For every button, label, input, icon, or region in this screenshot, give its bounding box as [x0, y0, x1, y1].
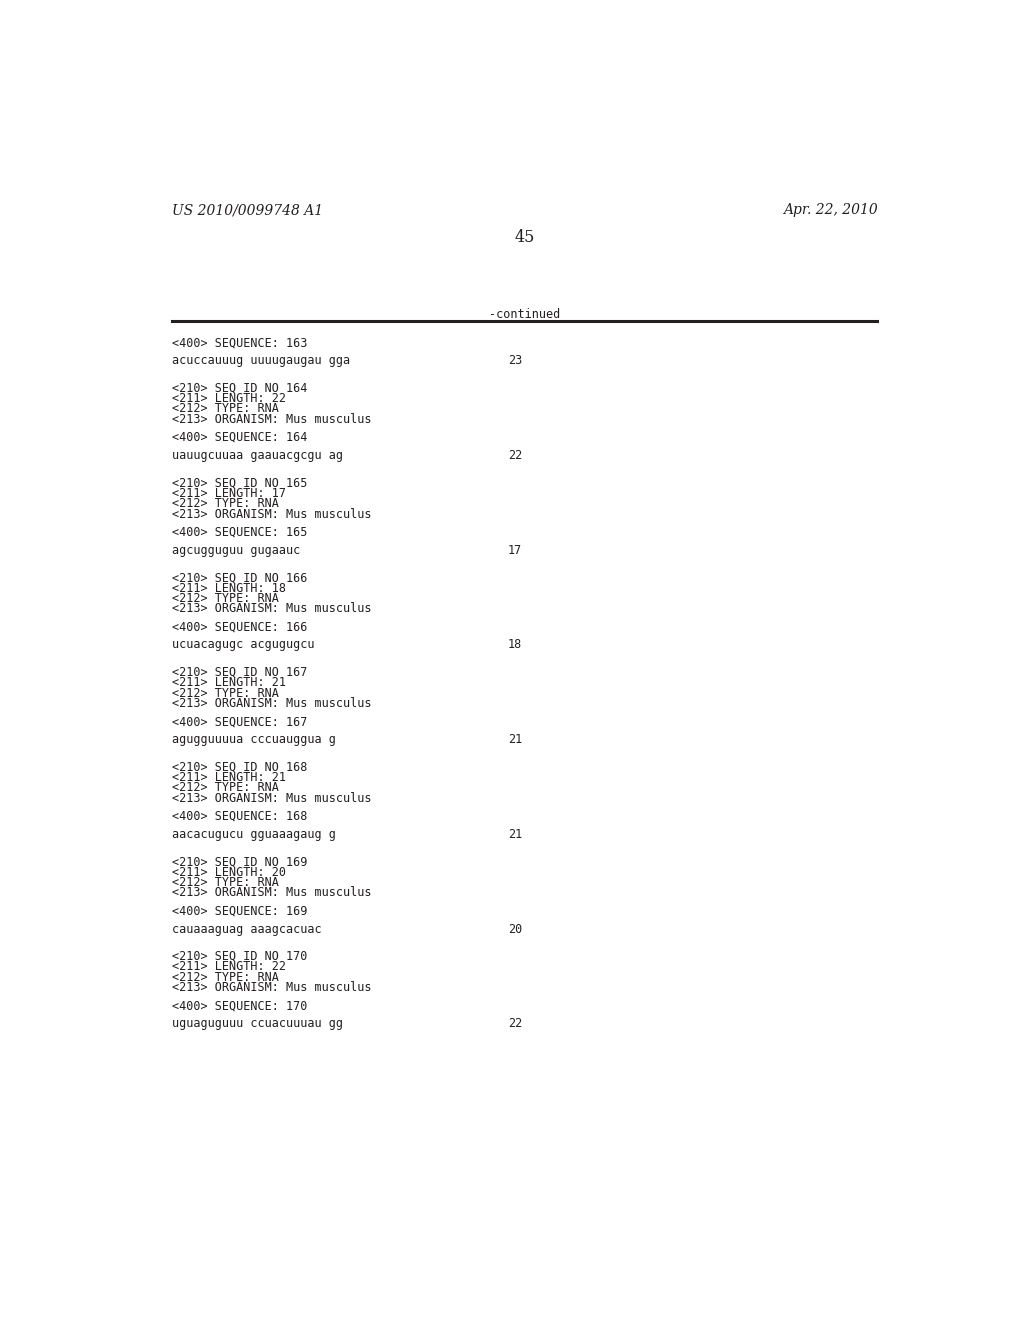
Text: <212> TYPE: RNA: <212> TYPE: RNA [172, 591, 280, 605]
Text: US 2010/0099748 A1: US 2010/0099748 A1 [172, 203, 324, 216]
Text: <211> LENGTH: 22: <211> LENGTH: 22 [172, 392, 286, 405]
Text: <211> LENGTH: 22: <211> LENGTH: 22 [172, 961, 286, 973]
Text: <212> TYPE: RNA: <212> TYPE: RNA [172, 781, 280, 795]
Text: 17: 17 [508, 544, 522, 557]
Text: uguaguguuu ccuacuuuau gg: uguaguguuu ccuacuuuau gg [172, 1018, 343, 1031]
Text: <210> SEQ ID NO 169: <210> SEQ ID NO 169 [172, 855, 307, 869]
Text: <213> ORGANISM: Mus musculus: <213> ORGANISM: Mus musculus [172, 697, 372, 710]
Text: <211> LENGTH: 21: <211> LENGTH: 21 [172, 676, 286, 689]
Text: <210> SEQ ID NO 165: <210> SEQ ID NO 165 [172, 477, 307, 490]
Text: 18: 18 [508, 639, 522, 652]
Text: <400> SEQUENCE: 165: <400> SEQUENCE: 165 [172, 525, 307, 539]
Text: <213> ORGANISM: Mus musculus: <213> ORGANISM: Mus musculus [172, 792, 372, 805]
Text: <210> SEQ ID NO 167: <210> SEQ ID NO 167 [172, 665, 307, 678]
Text: 21: 21 [508, 733, 522, 746]
Text: 21: 21 [508, 828, 522, 841]
Text: <212> TYPE: RNA: <212> TYPE: RNA [172, 876, 280, 890]
Text: <213> ORGANISM: Mus musculus: <213> ORGANISM: Mus musculus [172, 413, 372, 426]
Text: agcugguguu gugaauc: agcugguguu gugaauc [172, 544, 300, 557]
Text: <400> SEQUENCE: 168: <400> SEQUENCE: 168 [172, 810, 307, 822]
Text: 22: 22 [508, 449, 522, 462]
Text: acuccauuug uuuugaugau gga: acuccauuug uuuugaugau gga [172, 354, 350, 367]
Text: cauaaaguag aaagcacuac: cauaaaguag aaagcacuac [172, 923, 322, 936]
Text: <400> SEQUENCE: 167: <400> SEQUENCE: 167 [172, 715, 307, 729]
Text: <212> TYPE: RNA: <212> TYPE: RNA [172, 686, 280, 700]
Text: <212> TYPE: RNA: <212> TYPE: RNA [172, 403, 280, 416]
Text: <211> LENGTH: 20: <211> LENGTH: 20 [172, 866, 286, 879]
Text: 22: 22 [508, 1018, 522, 1031]
Text: <212> TYPE: RNA: <212> TYPE: RNA [172, 498, 280, 511]
Text: uauugcuuaa gaauacgcgu ag: uauugcuuaa gaauacgcgu ag [172, 449, 343, 462]
Text: ucuacagugc acgugugcu: ucuacagugc acgugugcu [172, 639, 314, 652]
Text: <211> LENGTH: 18: <211> LENGTH: 18 [172, 582, 286, 594]
Text: <213> ORGANISM: Mus musculus: <213> ORGANISM: Mus musculus [172, 602, 372, 615]
Text: <213> ORGANISM: Mus musculus: <213> ORGANISM: Mus musculus [172, 981, 372, 994]
Text: <210> SEQ ID NO 168: <210> SEQ ID NO 168 [172, 760, 307, 774]
Text: <210> SEQ ID NO 170: <210> SEQ ID NO 170 [172, 950, 307, 964]
Text: -continued: -continued [489, 308, 560, 321]
Text: <211> LENGTH: 17: <211> LENGTH: 17 [172, 487, 286, 500]
Text: <213> ORGANISM: Mus musculus: <213> ORGANISM: Mus musculus [172, 508, 372, 520]
Text: <400> SEQUENCE: 163: <400> SEQUENCE: 163 [172, 337, 307, 350]
Text: <400> SEQUENCE: 170: <400> SEQUENCE: 170 [172, 999, 307, 1012]
Text: <210> SEQ ID NO 166: <210> SEQ ID NO 166 [172, 572, 307, 585]
Text: <400> SEQUENCE: 166: <400> SEQUENCE: 166 [172, 620, 307, 634]
Text: <212> TYPE: RNA: <212> TYPE: RNA [172, 970, 280, 983]
Text: 20: 20 [508, 923, 522, 936]
Text: <210> SEQ ID NO 164: <210> SEQ ID NO 164 [172, 381, 307, 395]
Text: 23: 23 [508, 354, 522, 367]
Text: <213> ORGANISM: Mus musculus: <213> ORGANISM: Mus musculus [172, 887, 372, 899]
Text: 45: 45 [515, 230, 535, 247]
Text: Apr. 22, 2010: Apr. 22, 2010 [782, 203, 878, 216]
Text: <211> LENGTH: 21: <211> LENGTH: 21 [172, 771, 286, 784]
Text: <400> SEQUENCE: 169: <400> SEQUENCE: 169 [172, 904, 307, 917]
Text: agugguuuua cccuauggua g: agugguuuua cccuauggua g [172, 733, 336, 746]
Text: <400> SEQUENCE: 164: <400> SEQUENCE: 164 [172, 430, 307, 444]
Text: aacacugucu gguaaagaug g: aacacugucu gguaaagaug g [172, 828, 336, 841]
